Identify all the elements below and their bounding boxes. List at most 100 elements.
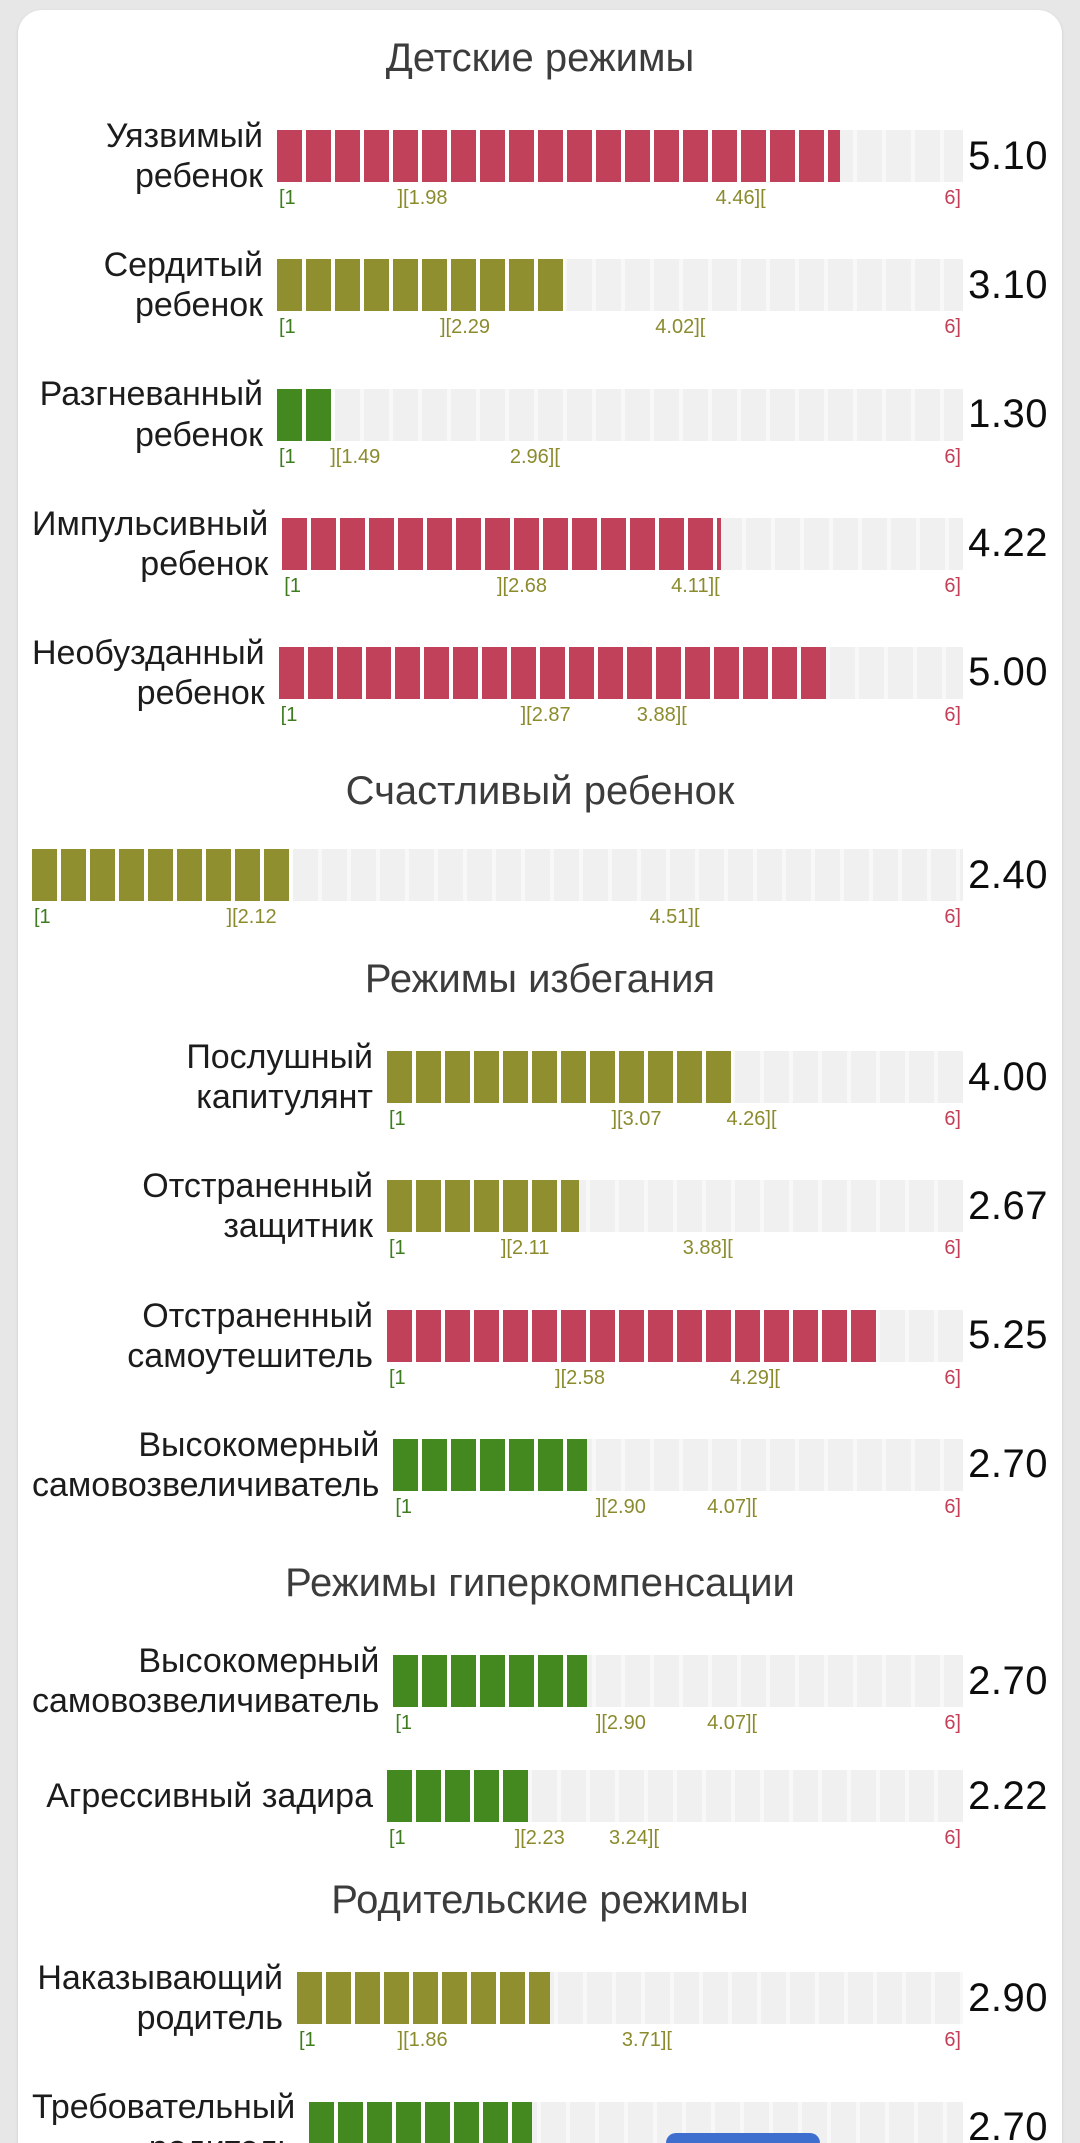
scale-value: 5.25 (968, 1313, 1048, 1358)
bar-track (278, 646, 963, 699)
bar-fill (309, 2101, 532, 2143)
scale-label: Наказывающий родитель (37, 1959, 283, 2038)
bar-area: [1 ][1.98 4.46][ 6] (277, 130, 963, 214)
scale-row: Отстраненный защитник [1 ][2.11 3.88][ 6… (32, 1166, 1048, 1278)
section-rows: Высокомерный самовозвеличиватель [1 ][2.… (32, 1641, 1048, 1854)
mode-section: Детские режимы Уязвимый ребенок [1 ][1.9… (32, 34, 1048, 745)
scale-min-label: [1 (34, 906, 51, 929)
section-rows: Уязвимый ребенок [1 ][1.98 4.46][ 6] 5.1… (32, 116, 1048, 745)
bar-area: [1 ][2.90 4.07][ 6] (393, 1438, 963, 1523)
mode-section: Счастливый ребенок [1 ][2.12 4.51][ 6] 2… (32, 767, 1048, 933)
bar-track (387, 1180, 963, 1233)
norm-low-label: ][2.58 (555, 1366, 606, 1389)
scale-min-label: [1 (279, 445, 296, 468)
scale-value: 1.30 (968, 392, 1048, 437)
norm-high-label: 3.71][ (621, 2029, 672, 2052)
scale-value: 2.40 (968, 852, 1048, 897)
norm-low-label: ][2.90 (595, 1495, 646, 1518)
scale-min-label: [1 (284, 574, 301, 597)
scale-max-label: 6] (944, 1495, 961, 1518)
scale-label: Уязвимый ребенок (105, 117, 263, 196)
bar-fill (277, 259, 566, 312)
scale-value: 3.10 (968, 262, 1048, 307)
scale-row: Необузданный ребенок [1 ][2.87 3.88][ 6]… (32, 633, 1048, 745)
scale-marks: [1 ][2.29 4.02][ 6] (277, 311, 963, 343)
bottom-peek-button[interactable] (666, 2133, 820, 2143)
bar-area: [1 ][3.07 4.26][ 6] (387, 1051, 963, 1135)
bar-track (282, 517, 963, 570)
bar-track (297, 1972, 963, 2025)
bar-track (309, 2101, 963, 2143)
scale-marks: [1 ][1.98 4.46][ 6] (277, 182, 963, 214)
bar-fill (387, 1180, 580, 1233)
scale-max-label: 6] (944, 316, 961, 339)
scale-max-label: 6] (944, 1712, 961, 1735)
section-title: Режимы избегания (364, 957, 716, 1002)
scale-row: Агрессивный задира [1 ][2.23 3.24][ 6] 2… (32, 1770, 1048, 1854)
section-rows: Наказывающий родитель [1 ][1.86 3.71][ 6… (32, 1958, 1048, 2143)
scale-value: 2.22 (968, 1773, 1048, 1818)
norm-high-label: 3.24][ (609, 1827, 660, 1850)
bar-track (393, 1438, 963, 1491)
norm-low-label: ][1.86 (397, 2029, 448, 2052)
bar-area: [1 ][1.49 2.96][ 6] (277, 388, 963, 473)
scale-min-label: [1 (395, 1495, 413, 1518)
bar-area: [1 ][2.11 3.88][ 6] (387, 1180, 963, 1264)
norm-low-label: ][2.11 (500, 1237, 550, 1260)
bar-track (387, 1051, 963, 1104)
mode-section: Режимы гиперкомпенсации Высокомерный сам… (32, 1559, 1048, 1854)
bar-fill (387, 1770, 528, 1823)
section-title: Родительские режимы (331, 1878, 749, 1923)
bar-fill (282, 517, 721, 570)
bar-track (277, 259, 963, 312)
bar-track (387, 1309, 963, 1362)
mode-section: Родительские режимы Наказывающий родител… (32, 1876, 1048, 2143)
bar-area: [1 ][3.66 4.85][ 6] (309, 2101, 963, 2143)
scale-value: 4.00 (968, 1054, 1048, 1099)
section-rows: Послушный капитулянт [1 ][3.07 4.26][ 6]… (32, 1037, 1048, 1537)
bar-fill (32, 849, 293, 902)
scale-row: Уязвимый ребенок [1 ][1.98 4.46][ 6] 5.1… (32, 116, 1048, 228)
norm-low-label: ][3.07 (611, 1108, 662, 1131)
scale-min-label: [1 (395, 1712, 413, 1735)
section-title: Детские режимы (385, 36, 695, 80)
bar-area: [1 ][2.58 4.29][ 6] (387, 1309, 963, 1394)
bar-area: [1 ][2.90 4.07][ 6] (393, 1655, 963, 1739)
scale-max-label: 6] (944, 1827, 961, 1850)
scale-marks: [1 ][2.68 4.11][ 6] (282, 570, 963, 602)
scale-min-label: [1 (299, 2029, 316, 2052)
scale-marks: [1 ][2.58 4.29][ 6] (387, 1362, 963, 1394)
bar-track (32, 849, 963, 902)
norm-high-label: 4.26][ (726, 1108, 777, 1131)
scale-min-label: [1 (279, 316, 296, 339)
scale-label: Агрессивный задира (46, 1777, 373, 1816)
bar-fill (387, 1051, 733, 1104)
scale-min-label: [1 (279, 187, 296, 210)
bar-fill (277, 388, 335, 441)
scale-label: Отстраненный защитник (142, 1167, 373, 1246)
scale-marks: [1 ][2.11 3.88][ 6] (387, 1232, 963, 1264)
scale-max-label: 6] (944, 1237, 961, 1260)
bar-track (277, 130, 963, 183)
bar-area: [1 ][2.23 3.24][ 6] (387, 1770, 963, 1854)
scale-row: [1 ][2.12 4.51][ 6] 2.40 (32, 849, 1048, 933)
norm-low-label: ][2.90 (595, 1712, 646, 1735)
scale-marks: [1 ][3.07 4.26][ 6] (387, 1103, 963, 1135)
scale-label: Разгневанный ребенок (39, 375, 263, 454)
scale-marks: [1 ][2.90 4.07][ 6] (393, 1707, 963, 1739)
scale-marks: [1 ][2.12 4.51][ 6] (32, 901, 963, 933)
scale-row: Послушный капитулянт [1 ][3.07 4.26][ 6]… (32, 1037, 1048, 1149)
norm-high-label: 3.88][ (682, 1237, 733, 1260)
scale-label: Требовательный родитель (32, 2088, 296, 2143)
scale-label: Импульсивный ребенок (32, 504, 269, 583)
scale-row: Высокомерный самовозвеличиватель [1 ][2.… (32, 1641, 1048, 1753)
scale-max-label: 6] (944, 2029, 961, 2052)
scale-marks: [1 ][2.23 3.24][ 6] (387, 1822, 963, 1854)
scale-min-label: [1 (389, 1366, 406, 1389)
bar-fill (393, 1438, 588, 1491)
scale-marks: [1 ][2.87 3.88][ 6] (279, 699, 963, 731)
bar-area: [1 ][2.87 3.88][ 6] (278, 646, 963, 731)
scale-row: Отстраненный самоутешитель [1 ][2.58 4.2… (32, 1296, 1048, 1408)
scale-label: Сердитый ребенок (103, 246, 263, 325)
norm-high-label: 4.07][ (707, 1712, 758, 1735)
